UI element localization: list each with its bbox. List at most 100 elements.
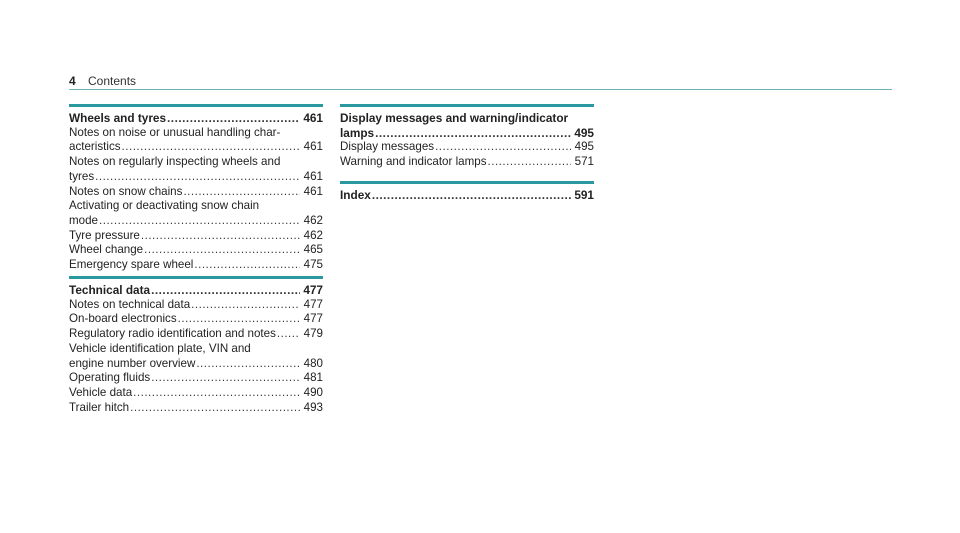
section-heading-page: 591 <box>574 188 594 202</box>
toc-entry-page: 481 <box>303 371 323 385</box>
toc-entry[interactable]: Vehicle identification plate, VIN and eng… <box>69 342 323 371</box>
toc-entry-page: 493 <box>303 400 323 414</box>
toc-entry-leader <box>277 327 300 342</box>
section-divider <box>69 104 323 107</box>
toc-entry-text: Emergency spare wheel <box>69 258 194 272</box>
toc-entry[interactable]: Activating or deactivating snow chain mod… <box>69 199 323 228</box>
toc-entry-text: Notes on snow chains <box>69 184 183 198</box>
toc-entry-leader <box>194 258 300 273</box>
toc-entry-leader <box>196 357 300 372</box>
toc-entry-text: tyres <box>69 169 95 183</box>
section-heading-text: Technical data <box>69 283 151 297</box>
toc-entry[interactable]: Tyre pressure 462 <box>69 229 323 244</box>
toc-section-index: Index 591 <box>340 181 594 203</box>
toc-entry[interactable]: On-board electronics 477 <box>69 312 323 327</box>
toc-entry-leader <box>144 243 300 258</box>
toc-entry-leader <box>95 170 300 185</box>
section-heading-leader <box>375 126 571 141</box>
section-divider <box>340 181 594 184</box>
section-heading-page: 495 <box>574 125 594 140</box>
toc-entry[interactable]: Wheel change 465 <box>69 243 323 258</box>
toc-entry[interactable]: Warning and indicator lamps 571 <box>340 155 594 170</box>
toc-entry-page: 479 <box>303 327 323 341</box>
toc-entry-line: engine number overview 480 <box>69 357 323 372</box>
toc-entry-text: Warning and indicator lamps <box>340 155 487 169</box>
toc-entry[interactable]: Emergency spare wheel 475 <box>69 258 323 273</box>
toc-entry-leader <box>130 401 300 416</box>
toc-entry-text: Vehicle data <box>69 385 133 399</box>
section-heading-leader <box>372 188 571 203</box>
toc-entry[interactable]: Display messages 495 <box>340 140 594 155</box>
toc-entry-page: 462 <box>303 228 323 242</box>
section-heading-page: 461 <box>303 111 323 125</box>
toc-entry-text: Wheel change <box>69 243 144 257</box>
toc-entry-page: 571 <box>574 155 594 169</box>
section-heading-leader <box>167 111 300 126</box>
toc-section-display-messages: Display messages and warning/indicator la… <box>340 104 594 170</box>
toc-entry-leader <box>183 185 300 200</box>
toc-entry-leader <box>178 312 300 327</box>
section-heading-line: Wheels and tyres 461 <box>69 111 323 126</box>
toc-entry-line: Tyre pressure 462 <box>69 229 323 244</box>
toc-entry-text: On-board electronics <box>69 312 177 326</box>
toc-entry-text: Display messages <box>340 140 435 154</box>
section-divider <box>340 104 594 107</box>
toc-entry-line: acteristics 461 <box>69 140 323 155</box>
toc-entry[interactable]: Operating fluids 481 <box>69 371 323 386</box>
toc-entry-text: Trailer hitch <box>69 400 130 414</box>
toc-entry-wrapped-line: Notes on regularly inspecting wheels and <box>69 155 281 169</box>
toc-entry-line: Emergency spare wheel 475 <box>69 258 323 273</box>
section-heading-first-line: Display messages and warning/indicator <box>340 111 569 125</box>
toc-entry-text: Tyre pressure <box>69 228 140 242</box>
toc-entry[interactable]: Notes on noise or unusual handling char-… <box>69 126 323 155</box>
section-heading[interactable]: Display messages and warning/indicator la… <box>340 111 594 140</box>
toc-entry-line: Notes on snow chains 461 <box>69 185 323 200</box>
section-heading[interactable]: Technical data 477 <box>69 283 323 298</box>
section-heading-page: 477 <box>303 283 323 297</box>
toc-entry-page: 480 <box>303 356 323 370</box>
page-number: 4 <box>69 74 76 88</box>
section-heading[interactable]: Wheels and tyres 461 <box>69 111 323 126</box>
section-heading-text: Wheels and tyres <box>69 111 167 125</box>
toc-entry-page: 461 <box>303 169 323 183</box>
toc-entry-leader <box>133 386 300 401</box>
section-heading-text: lamps <box>340 125 375 140</box>
toc-entry[interactable]: Trailer hitch 493 <box>69 401 323 416</box>
toc-entry-text: mode <box>69 213 99 227</box>
section-heading[interactable]: Index 591 <box>340 188 594 203</box>
toc-entry-page: 477 <box>303 297 323 311</box>
toc-entry-wrapped-line: Activating or deactivating snow chain <box>69 199 260 213</box>
toc-entry[interactable]: Regulatory radio identification and note… <box>69 327 323 342</box>
section-heading-line: lamps 495 <box>340 126 594 141</box>
section-heading-line: Index 591 <box>340 188 594 203</box>
toc-entry-line: Trailer hitch 493 <box>69 401 323 416</box>
section-divider <box>69 276 323 279</box>
toc-entry-text: Notes on technical data <box>69 297 191 311</box>
toc-entry-leader <box>122 140 300 155</box>
toc-entry[interactable]: Notes on technical data 477 <box>69 298 323 313</box>
toc-entry-page: 465 <box>303 243 323 257</box>
toc-entry-leader <box>151 371 300 386</box>
toc-entry-text: Regulatory radio identification and note… <box>69 327 276 341</box>
toc-section-technical-data: Technical data477Notes on technical data… <box>69 276 323 415</box>
toc-entry-line: Notes on technical data 477 <box>69 298 323 313</box>
toc-entry-leader <box>435 140 571 155</box>
section-heading-leader <box>151 283 300 298</box>
toc-entry-leader <box>488 155 572 170</box>
toc-entry[interactable]: Notes on snow chains 461 <box>69 185 323 200</box>
toc-entry-line: Operating fluids 481 <box>69 371 323 386</box>
toc-entry-line: Display messages 495 <box>340 140 594 155</box>
section-heading-text: Index <box>340 188 371 202</box>
header-title: Contents <box>88 74 137 88</box>
toc-entry-line: mode 462 <box>69 214 323 229</box>
toc-entry-line: Warning and indicator lamps 571 <box>340 155 594 170</box>
toc-entry-leader <box>191 298 300 313</box>
toc-entry-text: acteristics <box>69 140 121 154</box>
toc-entry[interactable]: Notes on regularly inspecting wheels and… <box>69 155 323 184</box>
section-heading-line: Technical data 477 <box>69 283 323 298</box>
toc-entry-wrapped-line: Vehicle identification plate, VIN and <box>69 341 251 355</box>
header-rule <box>69 89 892 90</box>
toc-entry-page: 495 <box>574 140 594 154</box>
toc-entry[interactable]: Vehicle data 490 <box>69 386 323 401</box>
toc-section-wheels: Wheels and tyres461Notes on noise or unu… <box>69 104 323 273</box>
